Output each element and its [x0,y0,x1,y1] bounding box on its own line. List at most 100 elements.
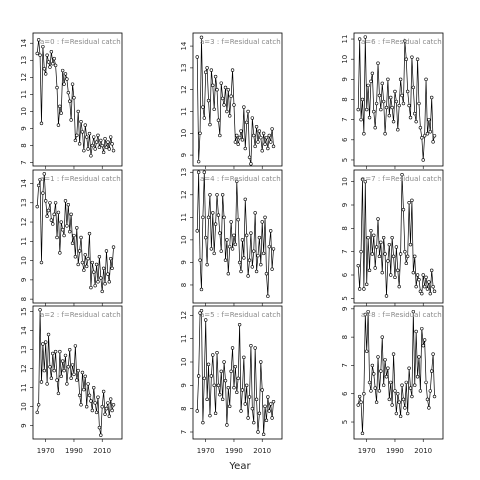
data-point [235,179,239,183]
data-point [223,258,228,262]
data-point [370,252,375,256]
data-point [432,394,437,399]
data-point [235,133,239,138]
data-point [424,380,428,385]
data-point [242,355,246,360]
data-point [408,115,413,120]
data-point [201,105,205,109]
data-point [394,99,399,104]
data-point [94,262,99,267]
data-point [431,140,435,144]
data-point [394,245,399,249]
data-point [215,350,219,355]
data-point [427,117,431,122]
data-point [219,81,223,85]
data-point [410,55,414,59]
y-tick-label: 11 [20,90,28,99]
panel-frame [353,169,444,304]
data-point [108,256,113,261]
data-point [68,99,72,103]
data-point [381,383,386,387]
data-point [201,420,205,425]
data-point [204,318,208,322]
data-point [401,207,406,212]
data-point [236,142,240,146]
data-point [58,251,62,255]
data-point [225,238,229,242]
data-point [212,251,216,256]
x-tick-label: 1990 [386,447,404,455]
data-point [237,322,242,327]
data-point [76,262,80,267]
data-point [266,146,270,151]
data-point [380,335,384,339]
data-point [45,382,49,386]
data-point [89,285,93,290]
data-point [79,119,83,124]
x-tick-label: 1970 [197,447,215,455]
data-point [359,249,363,254]
y-tick-label: 10 [20,256,28,265]
data-point [222,103,226,107]
data-point [230,68,235,72]
data-point [218,392,222,397]
data-point [58,349,62,354]
data-point [199,35,204,40]
panel-title: a=6 : f=Residual catch [361,38,442,46]
panel-frame [192,305,283,440]
data-point [390,235,394,240]
data-point [232,385,236,390]
data-point [360,97,365,102]
data-point [370,71,375,76]
y-tick-label: 9 [341,77,349,81]
data-point [266,395,270,399]
data-point [49,50,54,54]
y-tick-label: 8 [20,143,28,147]
data-point [106,272,110,276]
data-point [367,115,372,120]
data-point [239,269,243,274]
data-point [60,359,65,363]
data-point [211,353,215,357]
y-tick-label: 9 [341,203,349,207]
y-tick-label: 12 [180,190,188,199]
data-point [87,231,92,236]
data-point [93,283,97,288]
data-point [42,172,47,176]
data-point [69,212,73,217]
data-point [59,111,63,115]
data-point [228,404,232,409]
data-point [413,383,417,387]
data-point [391,352,396,356]
data-point [196,159,201,164]
data-point [418,126,423,130]
y-tick-label: 12 [180,311,188,320]
data-point [205,397,209,402]
data-point [65,382,69,386]
data-point [421,273,425,277]
data-point [75,226,79,230]
data-point [100,289,104,294]
data-point [404,380,408,385]
data-point [261,251,266,256]
data-point [202,116,207,120]
y-tick-label: 11 [180,107,188,116]
data-point [51,222,55,226]
y-tick-label: 14 [20,326,28,335]
y-tick-label: 8 [341,97,349,101]
data-point [376,61,380,65]
data-point [45,214,49,218]
panel-title: a=2 : f=Residual catch [40,311,121,319]
data-point [36,183,41,188]
data-point [362,392,366,396]
data-point [232,103,236,107]
data-point [411,270,416,275]
data-point [48,65,52,69]
data-point [106,140,110,144]
data-point [425,132,430,136]
y-tick-label: 7 [341,363,349,367]
data-point [195,229,199,233]
data-point [39,380,44,384]
data-point [89,154,93,158]
data-point [259,360,263,364]
